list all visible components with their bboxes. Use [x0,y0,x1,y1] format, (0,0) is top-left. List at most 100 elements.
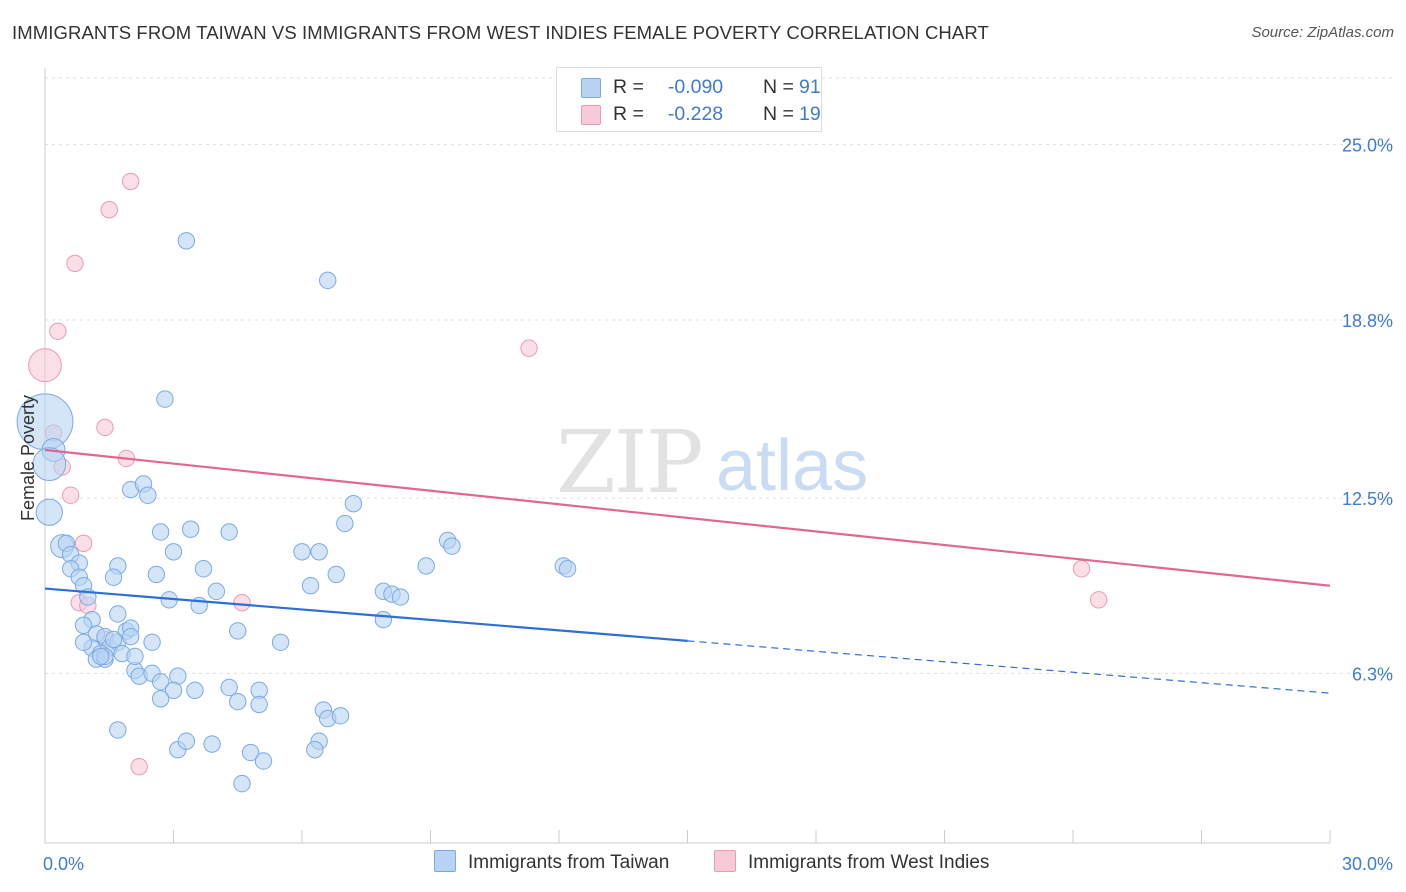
taiwan-trend-extrapolation [687,640,1331,694]
y-axis-title: Female Poverty [18,395,38,521]
taiwan-point [109,721,127,739]
watermark-zip: ZIP [556,413,702,513]
taiwan-point [177,732,196,750]
westindies-point [100,201,118,219]
taiwan-point [151,673,170,691]
taiwan-point [344,495,363,513]
taiwan-point [306,741,324,759]
taiwan-point [91,647,110,666]
watermark: ZIP atlas [556,413,868,513]
taiwan-point [241,743,260,762]
taiwan-r-value: -0.090 [667,76,724,98]
westindies-point [233,593,251,612]
chart-title: IMMIGRANTS FROM TAIWAN VS IMMIGRANTS FRO… [12,22,989,43]
x-tick-label: 30.0% [1342,854,1393,874]
taiwan-point [331,707,350,725]
source-credit: Source: ZipAtlas.com [1251,24,1394,41]
taiwan-point [203,735,221,753]
westindies-legend-label: Immigrants from West Indies [748,852,990,873]
gridlines [45,77,1392,674]
westindies-point [49,322,67,340]
taiwan-point [121,627,140,646]
taiwan-point [319,271,337,290]
taiwan-point [233,774,251,793]
taiwan-point [147,565,166,584]
westindies-point [61,486,80,504]
taiwan-point [194,560,213,578]
taiwan-point [220,523,238,541]
taiwan-trend-line [44,587,688,642]
westindies-point [74,534,93,553]
x-tick-label: 0.0% [43,854,84,874]
westindies-point [1072,560,1091,578]
taiwan-point [186,681,204,700]
tick-labels: 6.3% 12.5% 18.8% 25.0% 0.0% 30.0% Female Pover… [18,136,1393,874]
westindies-n-value: 19 [799,103,821,125]
taiwan-point [164,681,183,700]
taiwan-point [151,523,170,541]
taiwan-point [229,622,247,640]
correlation-legend: R = -0.090 N = 91 R = -0.228 N = 19 [556,67,822,132]
y-tick-label: 12.5% [1342,489,1393,509]
taiwan-point [164,543,183,561]
r-label: R = [613,76,644,98]
n-label: N = [763,103,794,125]
taiwan-n-value: 91 [799,76,821,98]
y-tick-label: 18.8% [1342,311,1393,331]
taiwan-point [293,543,311,561]
taiwan-points [16,232,577,793]
westindies-point [66,254,84,273]
westindies-point [28,348,62,383]
taiwan-point [151,690,170,708]
westindies-point [121,172,140,191]
taiwan-point [143,633,161,651]
taiwan-point [177,232,196,250]
taiwan-point [109,605,127,623]
bottom-legend-taiwan: Immigrants from Taiwan [434,850,669,874]
taiwan-point [104,568,123,586]
taiwan-point [310,543,328,561]
taiwan-point [220,678,238,697]
westindies-r-value: -0.228 [667,103,724,125]
taiwan-point [207,582,226,601]
taiwan-point [74,633,93,651]
westindies-swatch [581,105,601,125]
y-tick-label: 6.3% [1352,664,1393,684]
taiwan-point [104,630,123,649]
watermark-atlas: atlas [716,426,868,506]
westindies-swatch [714,850,736,872]
taiwan-point [301,577,320,595]
taiwan-legend-label: Immigrants from Taiwan [468,852,670,873]
y-tick-label: 25.0% [1342,136,1393,156]
taiwan-point [250,695,268,714]
taiwan-point [126,647,144,666]
taiwan-point [391,588,410,606]
taiwan-point [181,520,200,538]
taiwan-swatch [434,850,456,872]
westindies-point [1090,591,1108,609]
taiwan-point [271,633,290,651]
taiwan-point [417,557,435,575]
westindies-point [520,339,538,357]
r-label: R = [613,103,644,125]
taiwan-point [336,514,354,533]
taiwan-point [74,616,93,635]
taiwan-swatch [581,78,601,98]
taiwan-point [229,692,247,711]
taiwan-point [32,447,67,482]
taiwan-point [558,560,577,578]
taiwan-point [327,565,345,584]
bottom-legend-westindies: Immigrants from West Indies [714,850,989,874]
n-label: N = [763,76,794,98]
westindies-point [130,757,148,776]
taiwan-point [374,610,393,629]
taiwan-point [156,390,174,408]
taiwan-point [254,752,273,770]
taiwan-point [139,486,157,504]
westindies-point [96,418,114,437]
westindies-trend-line [44,448,1331,587]
trend-lines [44,448,1331,694]
taiwan-point [35,498,63,526]
taiwan-point [443,537,461,555]
